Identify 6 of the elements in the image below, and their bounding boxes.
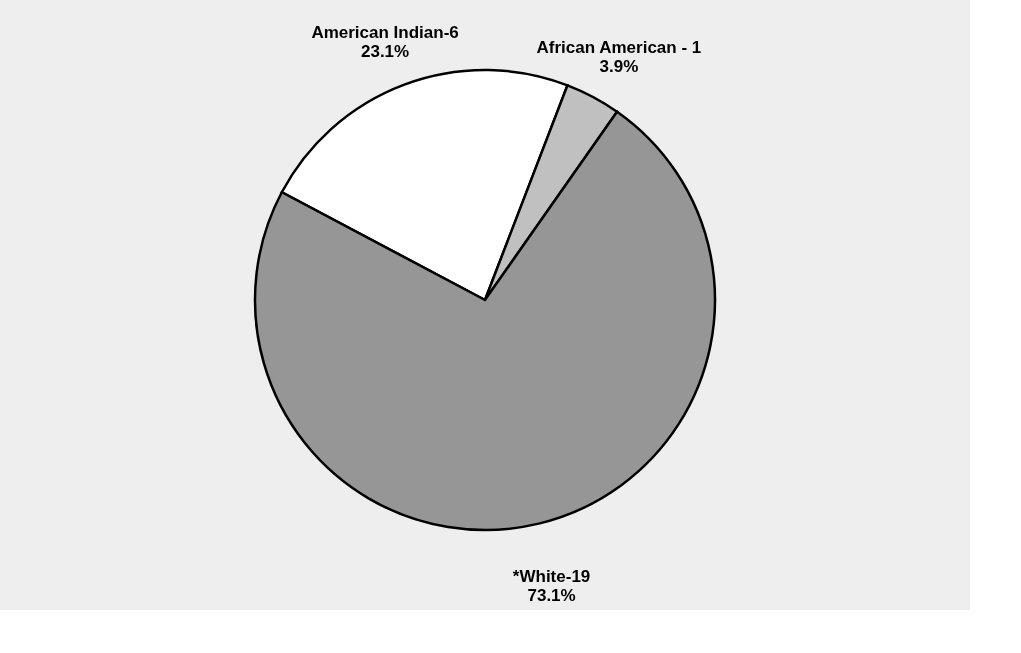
slice-label: American Indian-6 xyxy=(311,23,459,43)
slice-label: African American - 1 xyxy=(536,38,702,58)
data-label: 73.1% xyxy=(527,586,576,606)
slice-label: *White-19 xyxy=(512,567,591,587)
data-label: 23.1% xyxy=(360,42,410,62)
data-label: 3.9% xyxy=(599,57,639,77)
